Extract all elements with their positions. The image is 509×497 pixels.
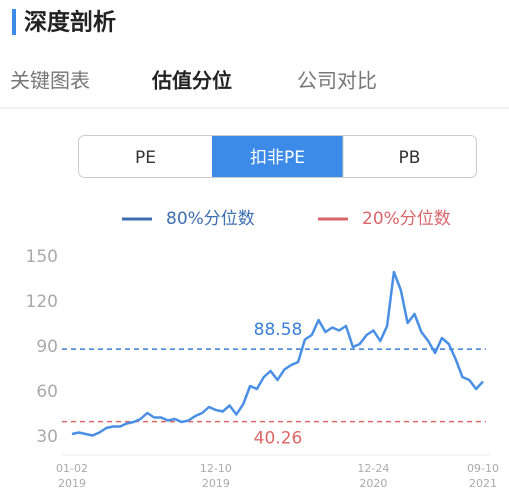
section-title: 深度剖析 <box>24 9 116 36</box>
tab[interactable]: 关键图表 <box>10 69 90 93</box>
reference-label: 88.58 <box>254 320 303 340</box>
segment[interactable]: PE <box>135 148 156 168</box>
x-tick-label: 12-10 2019 <box>199 462 232 490</box>
y-tick-label: 90 <box>36 337 58 357</box>
valuation-line <box>71 270 484 437</box>
y-tick-label: 60 <box>36 382 58 402</box>
y-tick-label: 30 <box>36 427 58 447</box>
title-accent <box>12 9 16 35</box>
reference-label: 40.26 <box>254 429 303 449</box>
legend-label: 20%分位数 <box>362 209 451 229</box>
segment-active-bg <box>212 136 343 177</box>
y-tick-label: 120 <box>26 292 58 312</box>
y-tick-label: 150 <box>26 247 58 267</box>
x-tick-label: 12-24 2020 <box>357 462 390 490</box>
tab[interactable]: 估值分位 <box>151 69 232 93</box>
tab[interactable]: 公司对比 <box>297 69 377 93</box>
segment[interactable]: PB <box>399 148 421 168</box>
segment[interactable]: 扣非PE <box>250 148 305 168</box>
legend-label: 80%分位数 <box>166 209 255 229</box>
x-tick-label: 09-10 2021 <box>467 462 499 490</box>
x-tick-label: 01-02 2019 <box>56 462 88 490</box>
